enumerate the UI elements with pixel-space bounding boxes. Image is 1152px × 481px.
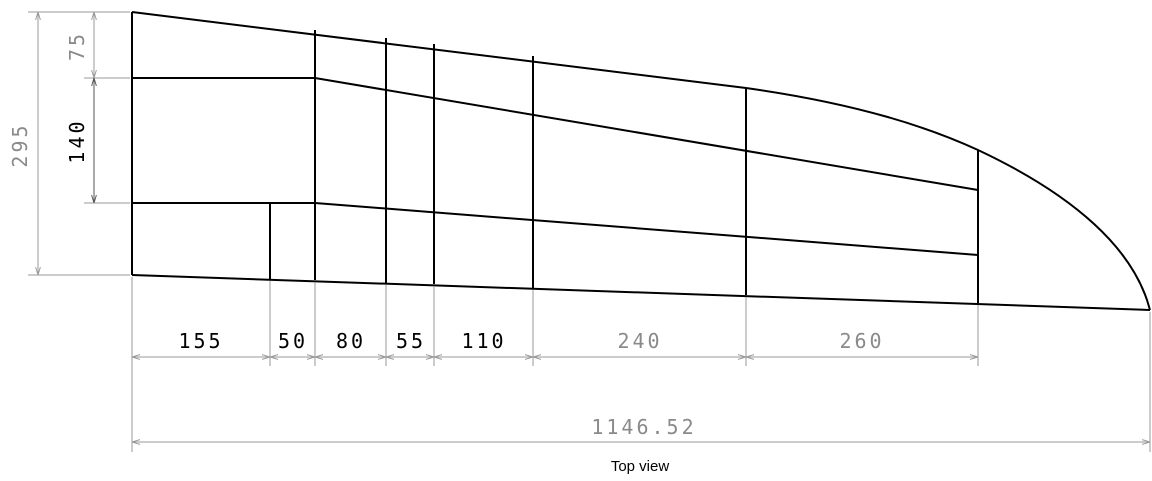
dim-label-upper: 75 bbox=[65, 31, 89, 61]
dim-label-total-span: 1146.52 bbox=[591, 415, 696, 439]
dim-label-middle: 140 bbox=[65, 118, 89, 163]
rear-spar bbox=[132, 203, 978, 255]
wingtip-curve bbox=[746, 88, 1150, 310]
drawing-caption: Top view bbox=[611, 458, 670, 475]
dim-label-260: 260 bbox=[839, 329, 884, 353]
wing-outline bbox=[132, 12, 1150, 310]
dim-label-50: 50 bbox=[278, 329, 308, 353]
trailing-edge bbox=[132, 275, 1150, 310]
ribs bbox=[270, 30, 978, 303]
spars bbox=[132, 78, 978, 255]
dim-label-110: 110 bbox=[461, 329, 506, 353]
leading-edge bbox=[132, 12, 746, 88]
dim-label-total-height: 295 bbox=[8, 122, 32, 167]
dim-label-240: 240 bbox=[617, 329, 662, 353]
span-dimension: 1146.52 bbox=[132, 415, 1150, 442]
dim-label-155: 155 bbox=[178, 329, 223, 353]
dim-label-80: 80 bbox=[336, 329, 366, 353]
dim-label-55: 55 bbox=[396, 329, 426, 353]
front-spar bbox=[132, 78, 978, 190]
vertical-dimensions: 295 75 140 bbox=[8, 12, 130, 275]
